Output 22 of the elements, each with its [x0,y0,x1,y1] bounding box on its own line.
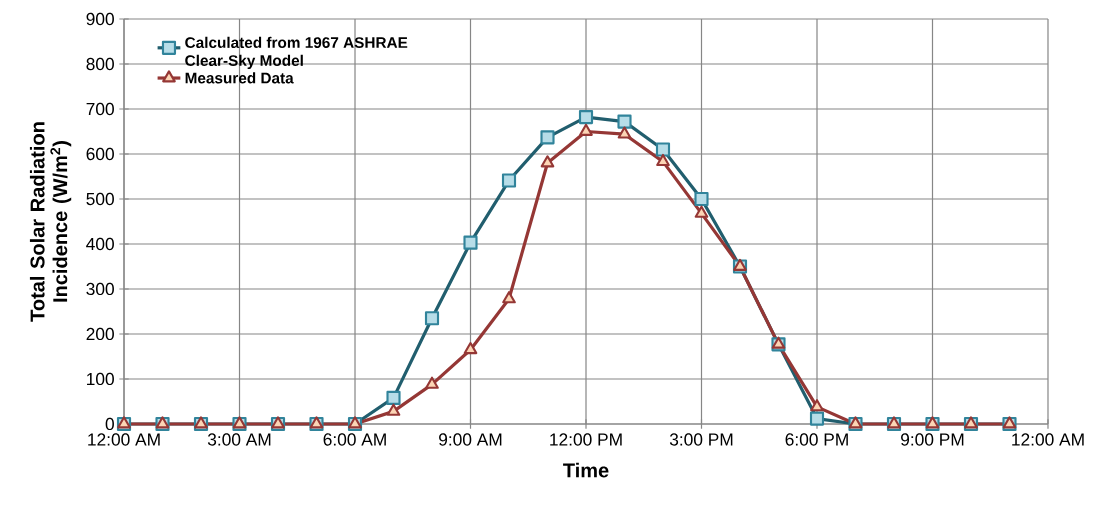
x-tick-label: 12:00 PM [550,433,622,446]
x-tick-label: 6:00 AM [323,433,386,446]
x-tick-label: 9:00 PM [901,433,964,446]
y-tick-label: 700 [86,102,114,116]
x-axis-title: Time [563,462,609,478]
y-tick-label: 900 [86,12,114,26]
x-tick-label: 12:00 AM [1012,433,1084,446]
legend-label: Measured Data [185,72,294,84]
y-tick-label: 300 [86,282,114,296]
y-tick-label: 0 [105,417,114,431]
y-tick-label: 800 [86,57,114,71]
x-tick-label: 6:00 PM [785,433,848,446]
legend-label: Calculated from 1967 ASHRAE Clear-Sky Model [185,36,408,70]
y-tick-label: 600 [86,147,114,161]
x-tick-label: 3:00 PM [669,433,733,446]
y-tick-label: 200 [86,327,114,341]
x-tick-label: 9:00 AM [439,433,502,446]
x-tick-label: 12:00 AM [88,433,160,446]
x-tick-label: 3:00 AM [207,433,271,446]
y-tick-label: 100 [87,372,114,386]
y-tick-label: 400 [86,237,114,251]
y-tick-label: 500 [86,192,114,206]
